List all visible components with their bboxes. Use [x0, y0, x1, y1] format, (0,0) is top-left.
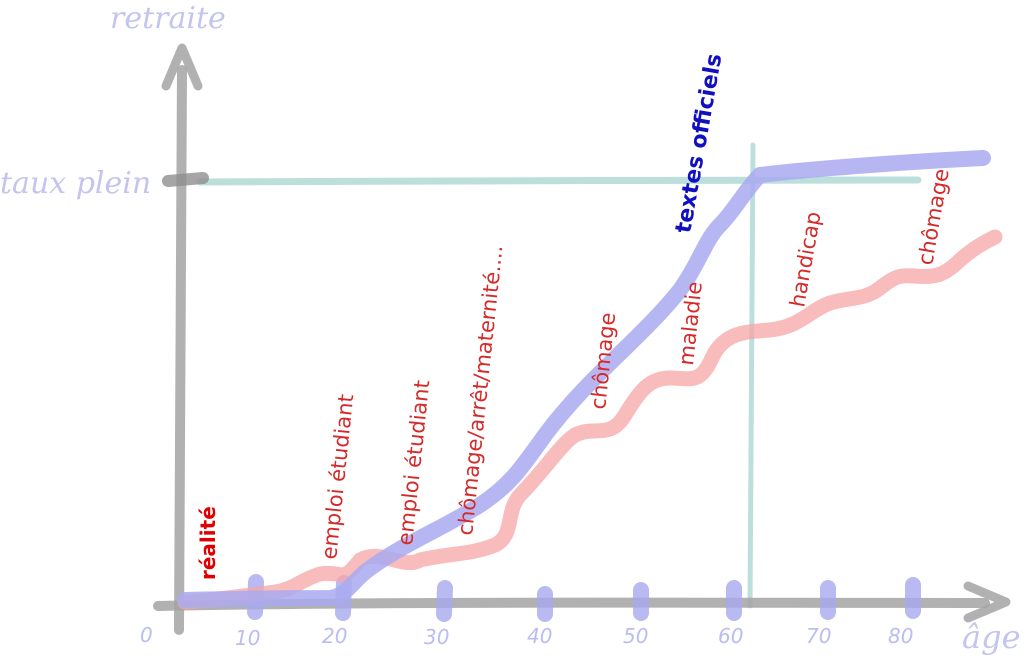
tick-mark-30	[436, 580, 453, 622]
annotation-handicap: handicap	[785, 210, 825, 309]
tick-label-60: 60	[718, 624, 743, 648]
y-axis-arrowhead	[161, 43, 203, 91]
reality-label: réalité	[196, 506, 220, 580]
tick-label-70: 70	[806, 624, 831, 648]
tick-label-30: 30	[424, 625, 449, 649]
x-tick-labels: 10 20 30 40 50 60 70 80	[235, 624, 913, 650]
tick-label-40: 40	[527, 624, 552, 648]
y-axis	[174, 65, 187, 635]
reality-curve	[177, 229, 1003, 610]
tick-label-80: 80	[888, 624, 913, 648]
tick-label-50: 50	[623, 624, 648, 648]
official-texts-label: textes officiels	[671, 52, 727, 235]
origin-label: 0	[140, 623, 153, 647]
tick-label-10: 10	[235, 626, 260, 650]
annotation-emploi-etudiant-1: emploi étudiant	[317, 393, 358, 561]
annotation-emploi-etudiant-2: emploi étudiant	[393, 379, 434, 547]
x-axis-label: âge	[962, 618, 1021, 656]
retirement-age-line	[747, 142, 756, 609]
official-curve	[177, 150, 991, 608]
x-axis-arrowhead	[963, 581, 1011, 623]
taux-plein-line	[196, 176, 922, 186]
annotation-chomage-1: chômage	[586, 311, 620, 410]
y-axis-label: retraite	[110, 1, 226, 36]
tick-label-20: 20	[322, 624, 347, 648]
taux-plein-tick	[162, 172, 209, 187]
taux-plein-label: taux plein	[0, 166, 151, 201]
